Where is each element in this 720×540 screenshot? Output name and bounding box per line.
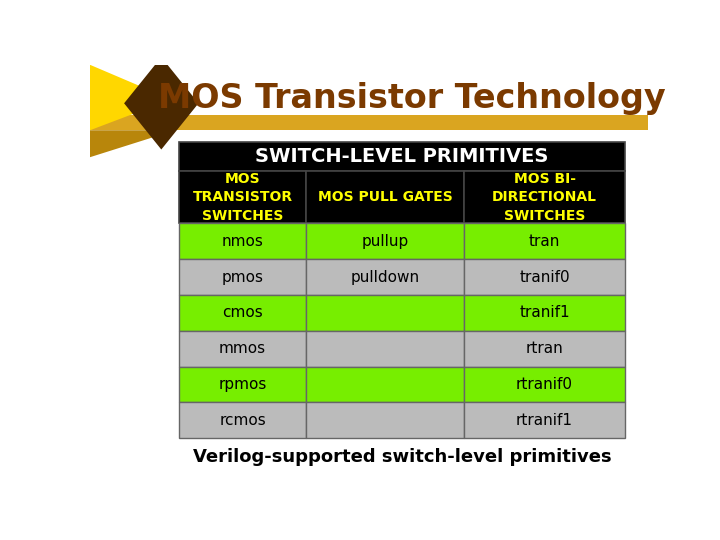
Polygon shape xyxy=(90,130,175,157)
Bar xyxy=(179,259,306,295)
Bar xyxy=(179,171,306,224)
Polygon shape xyxy=(90,65,171,130)
Text: pullup: pullup xyxy=(361,234,409,249)
Bar xyxy=(464,331,625,367)
Bar xyxy=(464,295,625,331)
Bar xyxy=(306,259,464,295)
Text: MOS BI-
DIRECTIONAL
SWITCHES: MOS BI- DIRECTIONAL SWITCHES xyxy=(492,172,597,222)
Bar xyxy=(179,402,306,438)
Text: tran: tran xyxy=(529,234,560,249)
Text: cmos: cmos xyxy=(222,306,263,320)
Bar xyxy=(306,224,464,259)
Bar xyxy=(464,171,625,224)
Text: rtran: rtran xyxy=(526,341,564,356)
Bar xyxy=(464,224,625,259)
Text: pulldown: pulldown xyxy=(351,269,420,285)
Bar xyxy=(306,367,464,402)
Bar xyxy=(306,402,464,438)
Text: MOS
TRANSISTOR
SWITCHES: MOS TRANSISTOR SWITCHES xyxy=(192,172,293,222)
Text: rtranif0: rtranif0 xyxy=(516,377,573,392)
Bar xyxy=(464,259,625,295)
Text: mmos: mmos xyxy=(219,341,266,356)
Text: rpmos: rpmos xyxy=(218,377,267,392)
Text: pmos: pmos xyxy=(222,269,264,285)
Bar xyxy=(464,367,625,402)
Text: rtranif1: rtranif1 xyxy=(516,413,573,428)
Polygon shape xyxy=(124,57,199,150)
Text: rcmos: rcmos xyxy=(220,413,266,428)
Bar xyxy=(306,331,464,367)
Text: nmos: nmos xyxy=(222,234,264,249)
Text: tranif1: tranif1 xyxy=(519,306,570,320)
Text: Verilog-supported switch-level primitives: Verilog-supported switch-level primitive… xyxy=(193,449,611,467)
Text: tranif0: tranif0 xyxy=(519,269,570,285)
Text: SWITCH-LEVEL PRIMITIVES: SWITCH-LEVEL PRIMITIVES xyxy=(256,147,549,166)
Text: MOS PULL GATES: MOS PULL GATES xyxy=(318,190,453,204)
Bar xyxy=(464,402,625,438)
Bar xyxy=(179,142,625,171)
Text: MOS Transistor Technology: MOS Transistor Technology xyxy=(158,82,665,115)
Bar xyxy=(179,367,306,402)
Bar xyxy=(306,171,464,224)
Polygon shape xyxy=(90,115,648,130)
Bar xyxy=(179,224,306,259)
Bar xyxy=(306,295,464,331)
Bar xyxy=(179,295,306,331)
Bar xyxy=(179,331,306,367)
